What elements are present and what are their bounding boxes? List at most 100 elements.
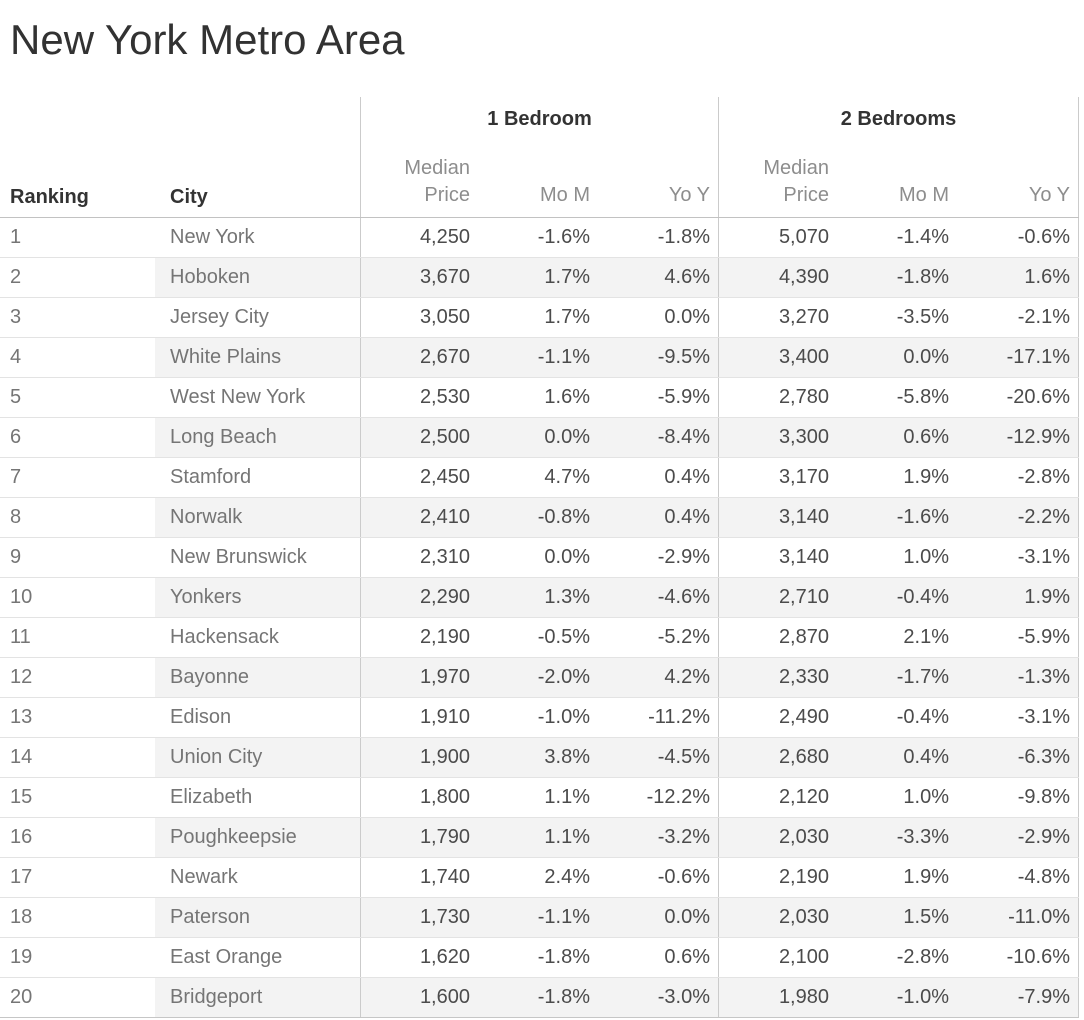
city-cell: East Orange [170,946,283,968]
br1-price-cell: 1,790 [360,818,472,857]
ranking-cell: 3 [10,306,22,328]
br1-mom-cell: -1.6% [537,226,590,248]
table-row[interactable]: 7 Stamford 2,450 4.7% 0.4% 3,170 1.9% -2… [0,458,1079,498]
table-row[interactable]: 9 New Brunswick 2,310 0.0% -2.9% 3,140 1… [0,538,1079,578]
table-row[interactable]: 17 Newark 1,740 2.4% -0.6% 2,190 1.9% -4… [0,858,1079,898]
br1-mom-cell: 1.6% [544,386,590,408]
city-cell: Hackensack [170,626,279,648]
br2-price-cell: 2,190 [718,858,831,897]
table-row[interactable]: 15 Elizabeth 1,800 1.1% -12.2% 2,120 1.0… [0,778,1079,818]
table-row[interactable]: 4 White Plains 2,670 -1.1% -9.5% 3,400 0… [0,338,1079,378]
br2-mom-cell: 0.4% [831,738,951,777]
br1-mom-cell: -1.1% [472,898,592,937]
city-cell: Newark [170,866,238,888]
table-row[interactable]: 20 Bridgeport 1,600 -1.8% -3.0% 1,980 -1… [0,978,1079,1018]
br1-mom-cell: -0.8% [472,498,592,537]
br2-price-cell: 3,400 [718,338,831,377]
br1-yoy-cell: 0.6% [664,946,710,968]
table-row[interactable]: 19 East Orange 1,620 -1.8% 0.6% 2,100 -2… [0,938,1079,978]
br1-price-cell: 2,290 [360,578,472,617]
br2-price-cell: 2,870 [718,618,831,657]
br1-yoy-cell: 4.6% [592,258,718,297]
br1-price-cell: 1,800 [360,778,472,817]
br2-mom-cell: 1.0% [903,786,949,808]
city-cell: New Brunswick [170,546,307,568]
table-row[interactable]: 11 Hackensack 2,190 -0.5% -5.2% 2,870 2.… [0,618,1079,658]
br1-yoy-cell: -4.6% [592,578,718,617]
br2-yoy-cell: -2.9% [951,818,1079,857]
br2-mom-cell: 1.9% [903,466,949,488]
table-row[interactable]: 18 Paterson 1,730 -1.1% 0.0% 2,030 1.5% … [0,898,1079,938]
br1-yoy-cell: -1.8% [657,226,710,248]
br2-mom-cell: -1.7% [831,658,951,697]
br2-yoy-cell: -12.9% [951,418,1079,457]
table-row[interactable]: 12 Bayonne 1,970 -2.0% 4.2% 2,330 -1.7% … [0,658,1079,698]
table-row[interactable]: 13 Edison 1,910 -1.0% -11.2% 2,490 -0.4%… [0,698,1079,738]
table-row[interactable]: 3 Jersey City 3,050 1.7% 0.0% 3,270 -3.5… [0,298,1079,338]
br2-mom-cell: -0.4% [831,578,951,617]
table-row[interactable]: 8 Norwalk 2,410 -0.8% 0.4% 3,140 -1.6% -… [0,498,1079,538]
br2-mom-cell: -1.4% [896,226,949,248]
br1-mom-cell: -1.8% [472,978,592,1017]
br1-mom-cell: -1.1% [472,338,592,377]
br2-yoy-cell: -1.3% [951,658,1079,697]
br2-yoy-cell: -2.1% [951,298,1079,337]
br2-price-cell: 2,120 [718,778,831,817]
br1-yoy-cell: -3.2% [592,818,718,857]
mom-header-1br: Mo M [540,184,590,206]
table-row[interactable]: 14 Union City 1,900 3.8% -4.5% 2,680 0.4… [0,738,1079,778]
br1-price-cell: 2,410 [360,498,472,537]
br2-price-cell: 2,680 [718,738,831,777]
group-header-1-bedroom: 1 Bedroom [360,97,718,141]
br2-mom-cell: -1.0% [831,978,951,1017]
br1-yoy-cell: -0.6% [657,866,710,888]
ranking-cell: 2 [10,266,22,288]
table-row[interactable]: 1 New York 4,250 -1.6% -1.8% 5,070 -1.4%… [0,218,1079,258]
br2-price-cell: 3,170 [718,458,831,497]
city-cell: Poughkeepsie [155,818,360,857]
br1-price-cell: 2,500 [360,418,472,457]
br1-price-cell: 1,620 [360,938,472,977]
table-row[interactable]: 16 Poughkeepsie 1,790 1.1% -3.2% 2,030 -… [0,818,1079,858]
ranking-cell: 13 [10,706,33,728]
br2-mom-cell: 0.0% [831,338,951,377]
page-title: New York Metro Area [10,16,405,63]
table-row[interactable]: 10 Yonkers 2,290 1.3% -4.6% 2,710 -0.4% … [0,578,1079,618]
br2-yoy-cell: -9.8% [951,778,1079,817]
br2-yoy-cell: -0.6% [951,218,1079,257]
city-cell: Norwalk [155,498,360,537]
br2-yoy-cell: -4.8% [951,858,1079,897]
br2-yoy-cell: -10.6% [951,938,1079,977]
city-cell: Elizabeth [170,786,253,808]
br2-price-cell: 4,390 [718,258,831,297]
br2-mom-cell: -1.6% [831,498,951,537]
br1-yoy-cell: -8.4% [592,418,718,457]
br1-price-cell: 1,600 [360,978,472,1017]
table-header: Ranking City 1 Bedroom 2 Bedrooms Median… [0,97,1079,218]
br1-yoy-cell: 0.0% [592,898,718,937]
br1-mom-cell: 1.1% [544,786,590,808]
table-row[interactable]: 2 Hoboken 3,670 1.7% 4.6% 4,390 -1.8% 1.… [0,258,1079,298]
br1-mom-cell: -2.0% [472,658,592,697]
br2-mom-cell: 1.0% [903,546,949,568]
br1-mom-cell: 3.8% [472,738,592,777]
mom-header-2br: Mo M [899,184,949,206]
br1-mom-cell: 2.4% [544,866,590,888]
br1-price-cell: 1,970 [360,658,472,697]
ranking-cell: 4 [10,346,22,368]
table-row[interactable]: 5 West New York 2,530 1.6% -5.9% 2,780 -… [0,378,1079,418]
br2-price-cell: 3,140 [718,538,831,577]
ranking-cell: 18 [10,906,33,928]
city-column-header[interactable]: City [170,186,208,208]
br2-yoy-cell: 1.9% [951,578,1079,617]
br2-mom-cell: -1.8% [831,258,951,297]
ranking-column-header[interactable]: Ranking [10,186,89,208]
br1-yoy-cell: -5.9% [657,386,710,408]
ranking-cell: 5 [10,386,22,408]
table-row[interactable]: 6 Long Beach 2,500 0.0% -8.4% 3,300 0.6%… [0,418,1079,458]
br2-price-cell: 3,140 [718,498,831,537]
br2-mom-cell: -3.3% [831,818,951,857]
br2-yoy-cell: -3.1% [951,538,1079,577]
br1-price-cell: 1,740 [360,858,472,897]
br2-mom-cell: -2.8% [896,946,949,968]
